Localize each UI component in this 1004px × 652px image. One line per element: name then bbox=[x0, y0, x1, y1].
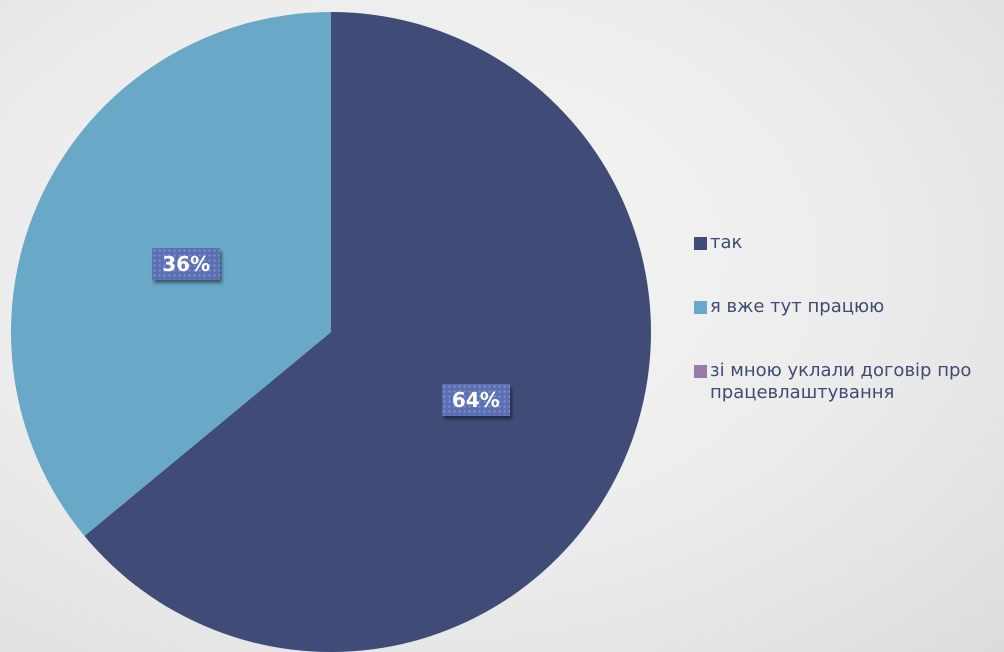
legend-label-tak: так bbox=[710, 232, 743, 253]
legend-item-already-working: я вже тут працюю bbox=[694, 296, 1004, 318]
legend-swatch-already-working bbox=[694, 301, 707, 314]
data-label-already-working: 36% bbox=[152, 247, 221, 280]
legend: так я вже тут працюю зі мною уклали дого… bbox=[694, 232, 1004, 404]
legend-label-contract-signed: зі мною уклали договір про працевлаштува… bbox=[710, 360, 972, 403]
legend-swatch-contract-signed bbox=[694, 365, 707, 378]
pie-slices bbox=[11, 11, 652, 652]
legend-item-tak: так bbox=[694, 232, 1004, 254]
legend-label-already-working: я вже тут працюю bbox=[710, 296, 885, 317]
legend-item-contract-signed: зі мною уклали договір про працевлаштува… bbox=[694, 360, 1004, 404]
pie-slice-tak bbox=[84, 11, 652, 652]
legend-swatch-tak bbox=[694, 237, 707, 250]
data-label-tak: 64% bbox=[441, 384, 510, 417]
